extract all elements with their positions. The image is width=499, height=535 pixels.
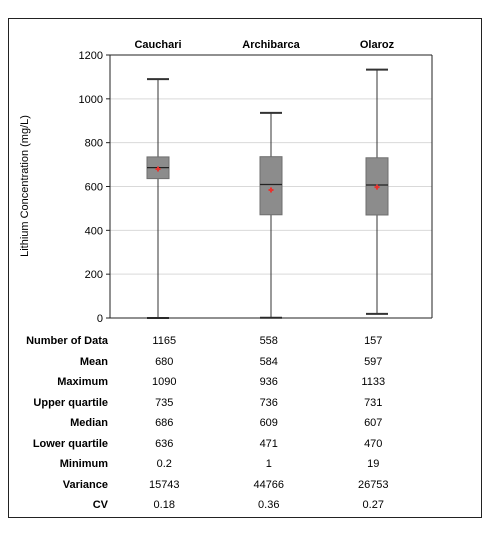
- table-row: Maximum 1090 936 1133: [8, 372, 426, 393]
- table-cell: 1165: [152, 335, 177, 348]
- row-label: Minimum: [59, 458, 108, 471]
- table-cell: 471: [259, 437, 278, 450]
- category-label: Cauchari: [134, 39, 181, 51]
- table-cell: 15743: [148, 478, 180, 491]
- table-cell: 597: [364, 355, 383, 368]
- table-cell: 686: [155, 417, 174, 430]
- mean-marker: [374, 184, 380, 190]
- table-cell: 470: [364, 437, 383, 450]
- mean-marker: [155, 166, 161, 172]
- table-cell: 584: [259, 355, 278, 368]
- box-olaroz: [365, 68, 389, 315]
- table-row: Mean 680 584 597: [8, 352, 426, 373]
- table-cell: 1: [265, 458, 272, 471]
- table-row: CV 0.18 0.36 0.27: [8, 495, 426, 516]
- table-cell: 735: [155, 396, 174, 409]
- y-tick-label: 0: [97, 313, 103, 325]
- table-cell: 731: [364, 396, 383, 409]
- table-cell: 0.27: [362, 499, 384, 512]
- table-row: Median 686 609 607: [8, 413, 426, 434]
- category-label: Archibarca: [242, 39, 300, 51]
- table-cell: 19: [367, 458, 380, 471]
- box-archibarca: [259, 111, 283, 319]
- interquartile-box: [259, 156, 283, 216]
- table-row: Upper quartile 735 736 731: [8, 393, 426, 414]
- y-axis-ticks: 0 200 400 600 800 1000 1200: [79, 50, 110, 325]
- table-cell: 1133: [361, 376, 386, 389]
- box-cauchari: [146, 78, 170, 319]
- table-row: Lower quartile 636 471 470: [8, 434, 426, 455]
- row-label: Mean: [79, 355, 108, 368]
- mean-marker: [268, 187, 274, 193]
- table-cell: 736: [259, 396, 278, 409]
- y-tick-label: 1000: [79, 94, 103, 106]
- y-tick-label: 200: [85, 269, 103, 281]
- table-cell: 0.18: [153, 499, 175, 512]
- table-cell: 0.36: [258, 499, 280, 512]
- table-cell: 0.2: [156, 458, 172, 471]
- row-label: Maximum: [57, 376, 108, 389]
- row-label: Upper quartile: [33, 396, 108, 409]
- row-label: CV: [92, 499, 108, 512]
- category-label: Olaroz: [360, 39, 395, 51]
- table-cell: 1090: [152, 376, 177, 389]
- table-cell: 680: [155, 355, 174, 368]
- row-label: Lower quartile: [32, 437, 108, 450]
- statistics-table: Number of Data 1165 558 157 Mean 680 584 597 Max…: [8, 331, 426, 516]
- row-label: Median: [70, 417, 108, 430]
- y-tick-label: 800: [85, 138, 103, 150]
- category-labels: Cauchari Archibarca Olaroz: [134, 39, 394, 51]
- table-cell: 636: [155, 437, 174, 450]
- table-cell: 157: [364, 335, 383, 348]
- table-cell: 26753: [357, 478, 389, 491]
- table-cell: 609: [259, 417, 278, 430]
- row-label: Number of Data: [26, 335, 108, 348]
- table-cell: 936: [259, 376, 278, 389]
- box-plot-chart: 0 200 400 600 800 1000 1200 Cauchari Archibarca…: [19, 39, 433, 325]
- table-row: Minimum 0.2 1 19: [8, 454, 426, 475]
- table-row: Variance 15743 44766 26753: [8, 475, 426, 496]
- row-label: Variance: [62, 478, 108, 491]
- table-cell: 558: [259, 335, 278, 348]
- figure-frame: [8, 18, 482, 518]
- table-row: Number of Data 1165 558 157: [8, 331, 426, 352]
- y-axis-label: Lithium Concentration (mg/L): [19, 115, 31, 257]
- boxes: [146, 68, 389, 319]
- y-tick-label: 1200: [79, 50, 103, 62]
- y-tick-label: 600: [85, 182, 103, 194]
- table-cell: 607: [364, 417, 383, 430]
- table-cell: 44766: [253, 478, 285, 491]
- y-tick-label: 400: [85, 225, 103, 237]
